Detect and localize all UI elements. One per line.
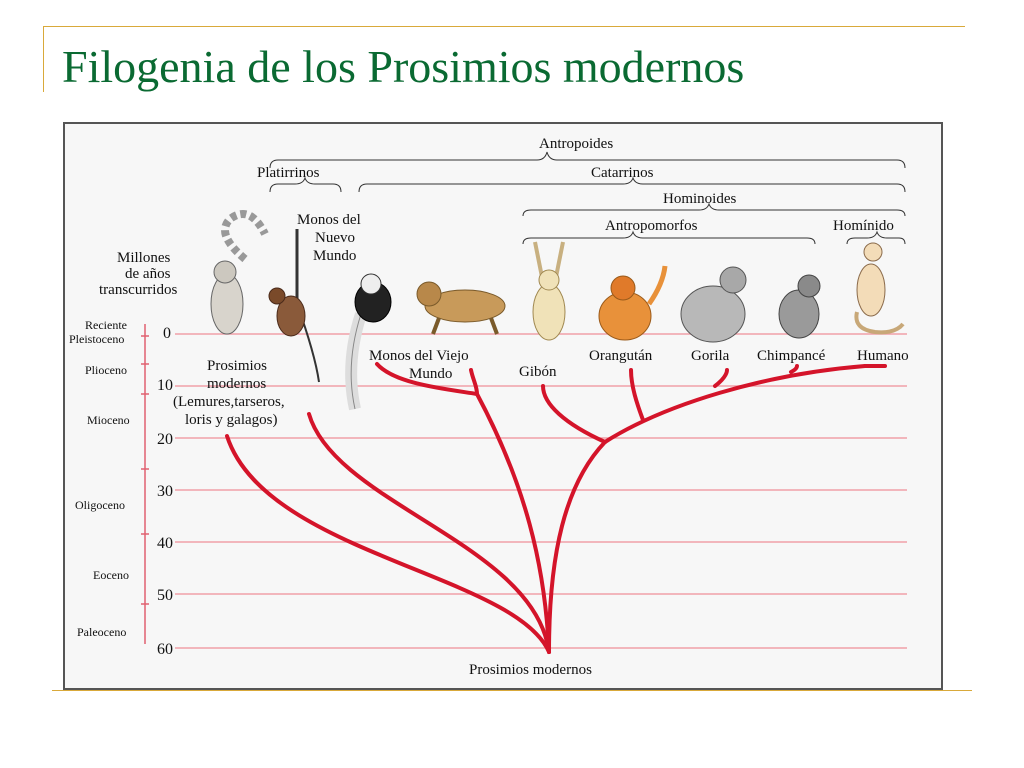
gibbon-illustration <box>532 241 566 341</box>
tick-label-10: 10 <box>157 377 173 394</box>
spider-monkey-illustration <box>268 229 320 383</box>
branch-viejo-mundo-main <box>475 392 551 654</box>
epoch-bar <box>141 324 149 644</box>
axis-label: Millones de años transcurridos <box>99 250 177 298</box>
time-gridlines <box>175 333 907 649</box>
bracket-hominido <box>846 230 906 245</box>
bottom-accent-line <box>52 690 972 691</box>
phylogeny-figure: Reciente Pleistoceno Plioceno Mioceno Ol… <box>63 122 943 690</box>
label-root-prosimios-modernos: Prosimios modernos <box>469 662 592 678</box>
label-humano: Humano <box>857 348 909 364</box>
epoch-paleoceno: Paleoceno <box>77 625 126 639</box>
bracket-platirrinos <box>269 176 342 193</box>
branch-chimpance <box>789 364 799 374</box>
human-illustration <box>854 242 905 335</box>
slide-title: Filogenia de los Prosimios modernos <box>62 41 745 92</box>
branch-great-apes <box>603 364 867 444</box>
label-gibon: Gibón <box>519 364 557 380</box>
label-antropomorfos: Antropomorfos <box>605 218 698 234</box>
left-accent-line <box>43 26 44 92</box>
branch-viejo-mundo-right <box>469 368 479 396</box>
bracket-antropoides <box>269 151 906 169</box>
viejo-mundo-line-2: Mundo <box>409 366 452 382</box>
branch-viejo-mundo-left <box>375 362 479 396</box>
phylogeny-diagram: Reciente Pleistoceno Plioceno Mioceno Ol… <box>69 136 909 678</box>
branch-hominoidea-trunk <box>547 440 607 654</box>
bracket-antropomorfos <box>522 230 816 245</box>
epoch-reciente: Reciente <box>85 318 127 332</box>
axis-label-line-2: de años <box>125 266 171 282</box>
nuevo-mundo-line-3: Mundo <box>313 248 356 264</box>
lemur-illustration <box>210 210 269 335</box>
branch-nuevo-mundo <box>307 412 551 654</box>
chimpanzee-illustration <box>778 274 821 339</box>
tick-label-60: 60 <box>157 641 173 658</box>
nuevo-mundo-line-2: Nuevo <box>315 230 355 246</box>
epoch-plioceno: Plioceno <box>85 363 127 377</box>
colobus-illustration <box>345 273 392 411</box>
epoch-pleistoceno: Pleistoceno <box>69 332 124 346</box>
prosimios-line-1: Prosimios <box>207 358 267 374</box>
epoch-oligoceno: Oligoceno <box>75 498 125 512</box>
label-hominido: Homínido <box>833 218 894 234</box>
bracket-catarrinos <box>358 176 906 193</box>
label-monos-nuevo-mundo: Monos del Nuevo Mundo <box>297 212 361 264</box>
tick-label-20: 20 <box>157 431 173 448</box>
tick-label-40: 40 <box>157 535 173 552</box>
epoch-mioceno: Mioceno <box>87 413 130 427</box>
tick-label-30: 30 <box>157 483 173 500</box>
tick-label-0: 0 <box>163 325 171 342</box>
label-orangutan: Orangután <box>589 348 653 364</box>
prosimios-line-4: loris y galagos) <box>185 412 277 428</box>
branch-orangutan <box>629 368 645 422</box>
epoch-eoceno: Eoceno <box>93 568 129 582</box>
axis-label-line-1: Millones <box>117 250 170 266</box>
prosimios-line-2: modernos <box>207 376 266 392</box>
label-gorila: Gorila <box>691 348 730 364</box>
baboon-illustration <box>416 281 506 335</box>
prosimios-line-3: (Lemures,tarseros, <box>173 394 285 410</box>
clade-brackets <box>269 151 906 245</box>
tick-label-50: 50 <box>157 587 173 604</box>
bracket-hominoides <box>522 202 906 217</box>
label-monos-viejo-mundo: Monos del Viejo Mundo <box>369 348 469 382</box>
label-antropoides: Antropoides <box>539 136 613 152</box>
gorilla-illustration <box>680 266 747 343</box>
nuevo-mundo-line-1: Monos del <box>297 212 361 228</box>
label-platirrinos: Platirrinos <box>257 165 320 181</box>
viejo-mundo-line-1: Monos del Viejo <box>369 348 469 364</box>
orangutan-illustration <box>598 265 668 341</box>
label-hominoides: Hominoides <box>663 191 736 207</box>
label-catarrinos: Catarrinos <box>591 165 654 181</box>
top-accent-line <box>43 26 965 27</box>
axis-label-line-3: transcurridos <box>99 282 177 298</box>
label-chimpance: Chimpancé <box>757 348 826 364</box>
phylogenetic-tree <box>225 362 887 654</box>
branch-prosimios <box>225 434 551 654</box>
label-prosimios-modernos: Prosimios modernos (Lemures,tarseros, lo… <box>173 358 285 428</box>
branch-gorila <box>713 368 729 388</box>
branch-gibon <box>541 384 607 444</box>
